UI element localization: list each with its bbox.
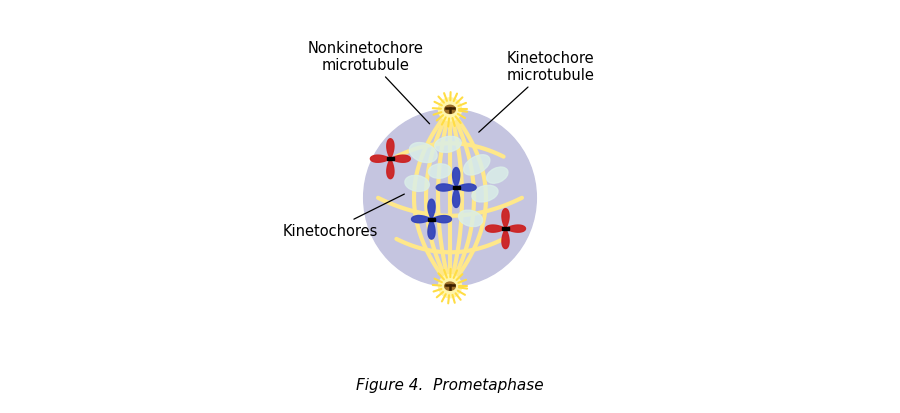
Bar: [387, 158, 394, 161]
Polygon shape: [387, 140, 394, 158]
Polygon shape: [457, 185, 476, 192]
Ellipse shape: [364, 110, 536, 287]
Polygon shape: [371, 156, 389, 163]
Ellipse shape: [445, 282, 455, 291]
Polygon shape: [436, 185, 454, 192]
Polygon shape: [453, 189, 460, 208]
Ellipse shape: [405, 176, 429, 192]
Polygon shape: [428, 200, 435, 218]
Ellipse shape: [472, 186, 498, 202]
Polygon shape: [392, 156, 410, 163]
Polygon shape: [502, 209, 509, 228]
Ellipse shape: [464, 155, 490, 176]
Polygon shape: [502, 230, 509, 249]
Polygon shape: [411, 216, 430, 223]
Polygon shape: [433, 216, 452, 223]
Ellipse shape: [428, 164, 451, 179]
Polygon shape: [507, 225, 526, 233]
Polygon shape: [387, 161, 394, 179]
Text: Figure 4.  Prometaphase: Figure 4. Prometaphase: [356, 377, 544, 392]
Text: Nonkinetochore
microtubule: Nonkinetochore microtubule: [308, 40, 429, 124]
Bar: [428, 218, 435, 221]
Bar: [453, 187, 460, 190]
Ellipse shape: [458, 211, 482, 227]
Polygon shape: [428, 221, 435, 240]
Bar: [502, 228, 509, 230]
Polygon shape: [486, 225, 504, 233]
Ellipse shape: [410, 143, 437, 163]
Text: Kinetochore
microtubule: Kinetochore microtubule: [479, 51, 595, 133]
Ellipse shape: [435, 137, 461, 153]
Ellipse shape: [445, 106, 455, 114]
Text: Kinetochores: Kinetochores: [284, 195, 404, 239]
Polygon shape: [453, 168, 460, 187]
Circle shape: [438, 275, 462, 298]
Ellipse shape: [487, 168, 508, 184]
Circle shape: [438, 99, 462, 121]
